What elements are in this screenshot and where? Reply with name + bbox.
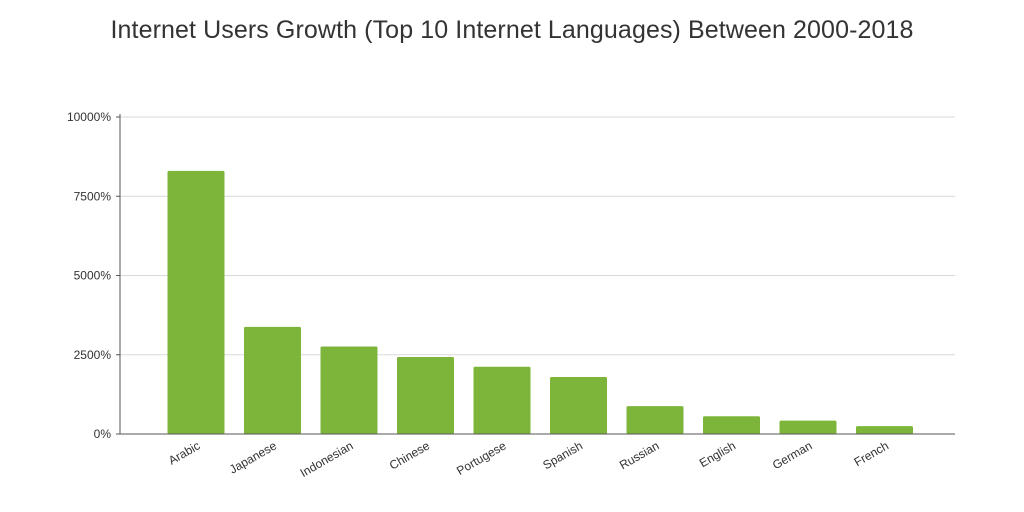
bar-russian [626, 406, 684, 434]
bar-german [779, 420, 837, 434]
grid-lines [120, 116, 955, 356]
y-tick-label: 10000% [67, 110, 111, 124]
bar-arabic [167, 170, 225, 434]
x-tick-label: Arabic [166, 438, 202, 467]
bar-portugese [473, 366, 531, 434]
chart-title: Internet Users Growth (Top 10 Internet L… [110, 16, 914, 44]
y-tick-label: 5000% [74, 269, 112, 283]
bar-indonesian [320, 346, 378, 434]
bar-chinese [397, 356, 454, 434]
x-tick-label: Portugese [454, 438, 509, 478]
x-tick-label: Chinese [387, 438, 432, 472]
x-tick-label: French [852, 438, 891, 469]
bar-french [856, 426, 913, 434]
x-tick-labels: Arabic Japanese Indonesian Chinese Portugese… [166, 438, 891, 480]
bar-spanish [550, 376, 607, 434]
bar-english [703, 416, 760, 434]
x-tick-label: Russian [617, 438, 662, 472]
axes [116, 114, 955, 435]
x-tick-label: German [770, 438, 815, 472]
x-tick-label: Spanish [540, 438, 585, 472]
x-tick-label: Indonesian [298, 438, 356, 479]
bar-japanese [244, 326, 301, 434]
y-tick-labels: 0% 2500% 5000% 7500% 10000% [67, 110, 111, 441]
y-tick-label: 0% [94, 427, 112, 441]
y-tick-label: 2500% [74, 348, 112, 362]
x-tick-label: Japanese [227, 438, 279, 476]
x-tick-label: English [697, 438, 738, 470]
y-tick-label: 7500% [74, 189, 112, 203]
bars [167, 170, 913, 434]
